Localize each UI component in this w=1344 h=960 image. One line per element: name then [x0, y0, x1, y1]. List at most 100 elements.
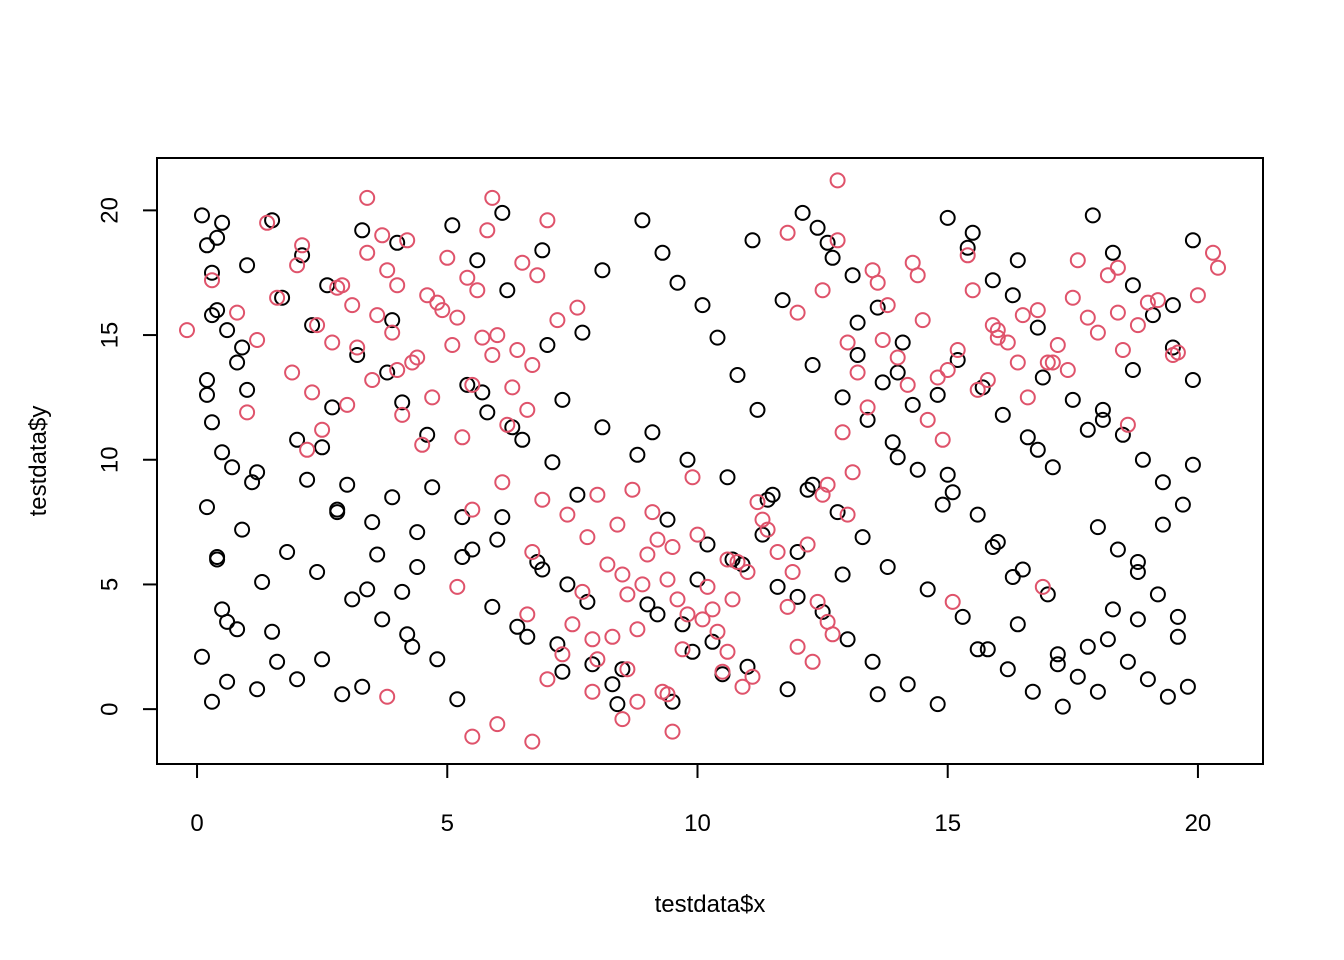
data-point	[1099, 267, 1116, 284]
data-point	[919, 411, 936, 428]
data-point	[664, 539, 681, 555]
data-point	[749, 401, 766, 418]
data-point	[1009, 354, 1026, 371]
data-point	[674, 641, 691, 658]
data-point	[1059, 362, 1076, 378]
data-point	[839, 506, 856, 523]
data-point	[569, 299, 586, 316]
data-point	[1129, 611, 1146, 628]
data-point	[829, 172, 846, 189]
data-point	[709, 329, 726, 346]
data-point	[659, 571, 676, 588]
data-point	[1089, 683, 1106, 700]
data-point	[1109, 304, 1126, 321]
y-tick-label: 0	[97, 702, 124, 715]
data-point	[409, 559, 426, 575]
data-point	[239, 404, 256, 421]
data-point	[409, 349, 426, 366]
data-point	[464, 728, 481, 745]
data-point	[509, 342, 526, 358]
data-point	[939, 362, 956, 378]
data-point	[704, 601, 721, 618]
data-point	[614, 661, 631, 678]
x-axis: 0 5 10 15 20	[190, 763, 1211, 837]
data-point	[204, 307, 220, 324]
data-point	[799, 481, 816, 498]
data-point	[744, 668, 761, 685]
data-point	[239, 257, 256, 274]
data-point	[454, 549, 471, 565]
data-point	[1079, 309, 1096, 326]
data-point	[474, 329, 491, 346]
data-point	[1184, 372, 1201, 388]
data-point	[1169, 608, 1186, 625]
data-point	[849, 364, 866, 381]
data-point	[709, 623, 726, 640]
data-point	[1039, 354, 1056, 371]
data-point	[624, 481, 641, 498]
data-point	[584, 683, 601, 700]
data-point	[809, 219, 826, 236]
data-point	[264, 623, 281, 640]
data-point	[1019, 389, 1036, 406]
data-point	[454, 509, 471, 526]
data-point	[239, 381, 256, 398]
data-point	[604, 628, 621, 645]
data-point	[1089, 519, 1106, 536]
data-point	[179, 322, 195, 339]
data-point	[589, 651, 606, 668]
data-point	[299, 471, 316, 488]
data-point	[809, 593, 826, 610]
data-point	[914, 312, 931, 329]
data-point	[664, 723, 681, 740]
data-point	[444, 337, 461, 353]
data-point	[1069, 252, 1086, 269]
points-layer	[179, 172, 1226, 750]
data-point	[669, 274, 686, 291]
data-point	[844, 267, 861, 284]
data-point	[589, 486, 606, 503]
data-point	[1024, 683, 1041, 700]
data-point	[469, 282, 486, 299]
data-point	[1154, 516, 1171, 533]
data-point	[214, 214, 231, 231]
data-point	[579, 593, 596, 610]
data-point	[409, 524, 426, 541]
data-point	[1109, 541, 1126, 558]
data-point	[219, 673, 236, 690]
data-point	[504, 379, 521, 396]
data-point	[959, 247, 976, 264]
data-point	[514, 431, 531, 448]
data-point	[1124, 277, 1141, 294]
data-point	[574, 583, 591, 600]
data-point	[494, 509, 511, 526]
data-point	[934, 431, 951, 448]
data-point	[764, 486, 781, 503]
data-point	[1134, 451, 1151, 468]
data-point	[344, 591, 361, 608]
data-point	[339, 396, 356, 413]
x-tick-label: 10	[684, 810, 711, 837]
x-tick-label: 0	[190, 810, 203, 837]
data-point	[204, 693, 220, 710]
data-point	[619, 586, 636, 603]
data-point	[454, 429, 471, 446]
data-point	[824, 249, 841, 266]
data-point	[849, 347, 866, 363]
data-point	[544, 454, 561, 471]
data-point	[654, 244, 671, 261]
data-point	[1109, 259, 1126, 276]
data-point	[839, 334, 856, 351]
data-point	[714, 663, 731, 680]
data-point	[199, 372, 215, 388]
data-point	[389, 234, 406, 251]
data-point	[889, 364, 906, 381]
data-point	[1164, 297, 1181, 314]
data-point	[689, 526, 706, 543]
data-point	[929, 369, 946, 386]
data-point	[964, 224, 981, 241]
series-1	[179, 172, 1226, 750]
data-point	[314, 439, 331, 456]
data-point	[609, 516, 626, 533]
data-point	[199, 237, 215, 254]
